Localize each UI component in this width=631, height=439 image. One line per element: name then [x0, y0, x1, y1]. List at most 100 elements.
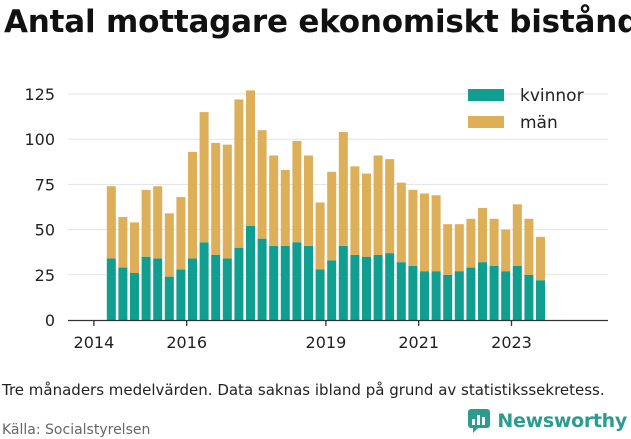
bars	[106, 90, 545, 320]
bar-kvinnor	[280, 245, 290, 320]
bar-man	[524, 218, 534, 275]
bar-man	[478, 207, 487, 263]
bar-kvinnor	[420, 271, 429, 320]
bar-kvinnor	[176, 269, 186, 320]
newsworthy-logo-text: Newsworthy	[497, 410, 627, 432]
bar-man	[373, 155, 383, 255]
bar-man	[315, 202, 325, 270]
bar-man	[246, 90, 255, 226]
bar-kvinnor	[164, 276, 174, 320]
bar-kvinnor	[292, 242, 302, 320]
bar-man	[280, 169, 290, 246]
x-tick-label: 2021	[398, 333, 439, 352]
x-tick-label: 2019	[306, 333, 347, 352]
bar-man	[431, 195, 441, 272]
y-tick-label: 100	[24, 130, 55, 149]
bar-man	[234, 99, 244, 248]
y-tick-label: 125	[24, 85, 55, 104]
bar-man	[222, 144, 232, 259]
bar-kvinnor	[199, 242, 209, 320]
bar-man	[304, 155, 313, 246]
bar-man	[512, 204, 522, 266]
bar-man	[536, 236, 545, 281]
bar-kvinnor	[141, 256, 151, 320]
bar-man	[443, 224, 453, 275]
bar-kvinnor	[222, 258, 232, 320]
bar-kvinnor	[188, 258, 197, 320]
legend: kvinnor män	[468, 86, 584, 133]
bar-man	[501, 229, 511, 272]
bar-man	[176, 197, 186, 270]
bar-man	[350, 166, 360, 255]
bar-kvinnor	[466, 267, 476, 320]
bar-kvinnor	[350, 254, 360, 320]
bar-man	[338, 132, 348, 246]
bar-man	[153, 186, 163, 259]
bar-man	[466, 218, 476, 268]
bar-man	[362, 173, 371, 257]
bar-man	[257, 130, 267, 239]
bar-kvinnor	[431, 271, 441, 320]
x-tick-label: 2023	[491, 333, 532, 352]
bar-kvinnor	[234, 247, 244, 320]
bar-kvinnor	[327, 260, 337, 320]
legend-label: män	[520, 113, 558, 133]
bar-man	[385, 159, 395, 254]
bar-man	[141, 189, 151, 257]
y-tick-label: 75	[35, 175, 55, 194]
newsworthy-logo-icon	[468, 409, 491, 433]
bar-kvinnor	[304, 245, 313, 320]
bar-man	[489, 218, 499, 266]
bar-kvinnor	[396, 262, 406, 320]
bar-man	[327, 171, 337, 261]
bar-kvinnor	[257, 238, 267, 320]
bar-kvinnor	[385, 253, 395, 320]
bar-man	[454, 224, 464, 272]
bar-kvinnor	[130, 273, 139, 320]
bar-kvinnor	[478, 262, 487, 320]
bar-kvinnor	[408, 265, 418, 320]
bar-kvinnor	[246, 226, 255, 320]
x-tick-label: 2014	[74, 333, 115, 352]
bar-kvinnor	[536, 280, 545, 320]
bar-kvinnor	[338, 245, 348, 320]
legend-swatch	[468, 116, 504, 128]
bar-kvinnor	[118, 267, 128, 320]
bar-man	[188, 151, 197, 259]
bar-man	[130, 222, 139, 273]
bar-man	[269, 155, 279, 246]
bar-man	[211, 142, 221, 255]
bar-kvinnor	[443, 274, 453, 320]
y-tick-label: 50	[35, 221, 55, 240]
y-tick-label: 0	[45, 311, 55, 330]
bar-kvinnor	[269, 245, 279, 320]
y-tick-label: 25	[35, 266, 55, 285]
bar-kvinnor	[153, 258, 163, 320]
chart-title: Antal mottagare ekonomiskt bistånd	[4, 4, 631, 40]
bar-man	[106, 186, 116, 259]
bar-man	[420, 193, 429, 272]
bar-kvinnor	[489, 265, 499, 320]
bar-man	[118, 216, 128, 268]
bar-kvinnor	[211, 254, 221, 320]
legend-label: kvinnor	[520, 86, 584, 106]
source-label: Källa: Socialstyrelsen	[2, 422, 151, 438]
bar-man	[292, 141, 302, 243]
stacked-bar-chart: 0 25 50 75 100 125 2014 2016 2019 2021 2023 kvinno…	[24, 85, 608, 352]
legend-swatch	[468, 89, 504, 101]
bar-kvinnor	[524, 274, 534, 320]
chart-note: Tre månaders medelvärden. Data saknas ib…	[2, 381, 605, 399]
bar-kvinnor	[454, 271, 464, 320]
bar-kvinnor	[373, 254, 383, 320]
bar-man	[164, 213, 174, 277]
bar-kvinnor	[106, 258, 116, 320]
newsworthy-logo: Newsworthy	[467, 408, 627, 434]
bar-man	[396, 182, 406, 263]
bar-man	[199, 112, 209, 243]
x-tick-label: 2016	[166, 333, 207, 352]
bar-kvinnor	[315, 269, 325, 320]
bar-kvinnor	[362, 256, 371, 320]
axes: 0 25 50 75 100 125 2014 2016 2019 2021 2023	[24, 85, 608, 352]
bar-kvinnor	[512, 265, 522, 320]
bar-man	[408, 189, 418, 266]
